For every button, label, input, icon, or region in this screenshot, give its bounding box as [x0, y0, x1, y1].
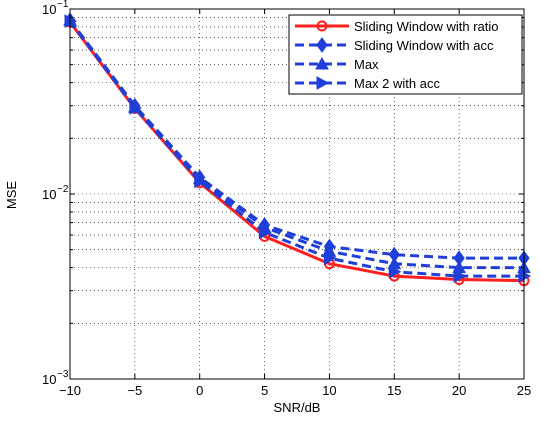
y-tick-label-exponent: −3: [57, 369, 69, 380]
y-axis-label: MSE: [4, 181, 19, 210]
x-tick-label: −5: [127, 383, 142, 398]
y-tick-label: 10: [42, 187, 56, 202]
series-point: [323, 251, 337, 265]
x-tick-label: 25: [517, 383, 531, 398]
series-point: [453, 269, 467, 283]
x-tick-label: 10: [322, 383, 336, 398]
x-tick-label: −10: [59, 383, 81, 398]
series-line: [68, 21, 525, 283]
series-point: [259, 225, 272, 240]
x-axis-label: SNR/dB: [274, 400, 321, 415]
legend-label: Sliding Window with acc: [354, 38, 494, 53]
y-tick-label-exponent: −1: [57, 0, 69, 10]
y-tick-label-exponent: −2: [57, 184, 69, 195]
series-point: [129, 101, 142, 115]
y-tick-label: 10: [42, 372, 56, 387]
legend: Sliding Window with ratio Sliding Window …: [288, 14, 523, 95]
grid-layer: [70, 9, 524, 379]
series-max-2-with-acc: [64, 14, 532, 283]
series-point: [388, 264, 402, 279]
series-point: [194, 174, 207, 189]
series-layer: [63, 12, 532, 287]
x-tick-label: 15: [387, 383, 401, 398]
legend-label: Max: [354, 57, 379, 72]
x-tick-label: 20: [452, 383, 466, 398]
legend-marker: [315, 56, 329, 70]
x-tick-label: 5: [261, 383, 268, 398]
series-line: [68, 20, 524, 278]
legend-marker: [316, 20, 328, 32]
legend-marker: [316, 37, 328, 53]
legend-box: [288, 14, 523, 95]
legend-label: Sliding Window with ratio: [354, 19, 499, 34]
legend-marker: [316, 76, 330, 90]
x-tick-label: 0: [196, 383, 203, 398]
y-tick-label: 10: [42, 2, 56, 17]
legend-label: Max 2 with acc: [354, 76, 440, 91]
